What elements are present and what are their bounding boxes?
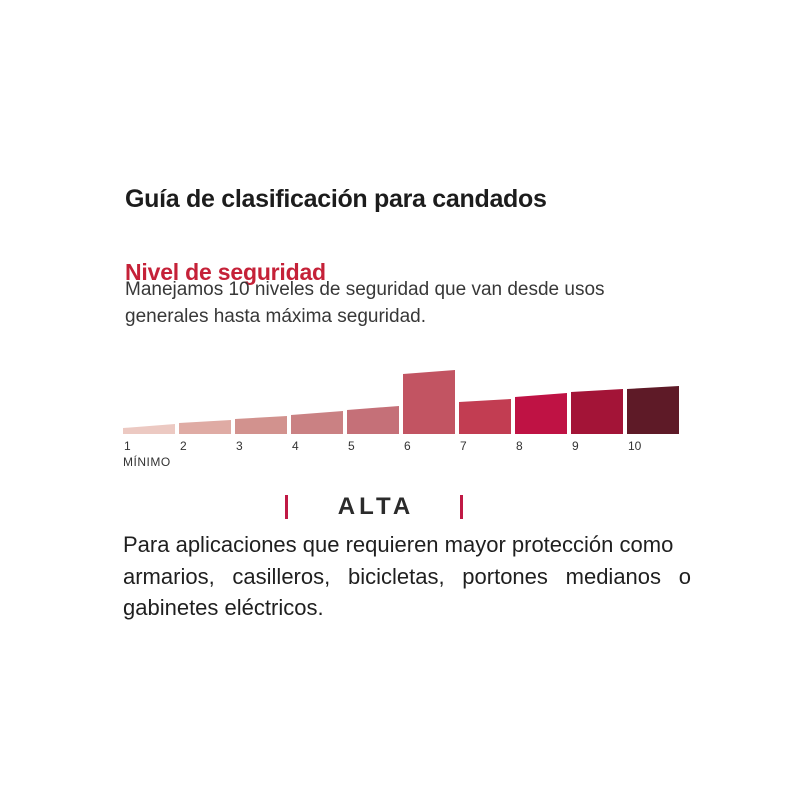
alta-marker-row: ALTA (285, 493, 463, 521)
level-tick-label-10: 10 (628, 439, 642, 453)
applications-paragraph-line-3: gabinetes eléctricos. (123, 595, 324, 620)
applications-paragraph-line-1: Para aplicaciones que requieren mayor pr… (123, 532, 674, 557)
security-level-ramp-chart: 1 2 3 4 5 6 7 8 9 10 MÍNIMO (123, 370, 679, 469)
level-bar-3 (235, 416, 287, 434)
alta-right-tick (459, 495, 463, 519)
minimo-label: MÍNIMO (123, 454, 171, 469)
level-tick-label-2: 2 (180, 439, 187, 453)
level-bar-7 (459, 399, 511, 434)
applications-paragraph: Para aplicaciones que requieren mayor pr… (123, 529, 691, 624)
level-tick-label-7: 7 (460, 439, 467, 453)
level-tick-label-5: 5 (348, 439, 355, 453)
level-tick-label-4: 4 (292, 439, 299, 453)
level-bar-1 (123, 424, 175, 434)
level-bar-9 (571, 389, 623, 434)
alta-left-tick (285, 495, 288, 519)
level-bar-2 (179, 420, 231, 434)
security-level-chart: 1 2 3 4 5 6 7 8 9 10 MÍNIMO (123, 366, 679, 470)
level-tick-label-9: 9 (572, 439, 579, 453)
level-bar-8 (515, 393, 567, 434)
level-bar-6 (403, 370, 455, 434)
section-heading-nivel-de-seguridad: Nivel de seguridad (125, 259, 326, 286)
level-bar-4 (291, 411, 343, 434)
section-description-line-2: generales hasta máxima seguridad. (125, 306, 427, 327)
level-bar-5 (347, 406, 399, 434)
level-tick-label-3: 3 (236, 439, 243, 453)
level-bar-10 (627, 386, 679, 434)
level-tick-label-1: 1 (124, 439, 131, 453)
page-title: Guía de clasificación para candados (125, 184, 547, 213)
alta-label: ALTA (337, 493, 415, 520)
applications-paragraph-line-2: armarios, casilleros, bicicletas, porton… (123, 563, 691, 589)
section-description-line-1: Manejamos 10 niveles de seguridad que va… (125, 279, 605, 300)
level-tick-label-8: 8 (516, 439, 523, 453)
section-description: Manejamos 10 niveles de seguridad que va… (125, 276, 605, 330)
level-tick-label-6: 6 (404, 439, 411, 453)
